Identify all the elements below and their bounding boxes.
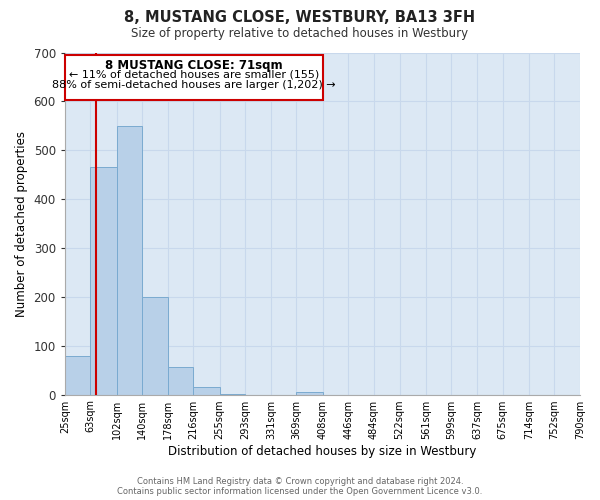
- Text: Contains HM Land Registry data © Crown copyright and database right 2024.
Contai: Contains HM Land Registry data © Crown c…: [118, 476, 482, 496]
- Bar: [116, 126, 142, 394]
- Bar: [168, 366, 193, 394]
- X-axis label: Distribution of detached houses by size in Westbury: Distribution of detached houses by size …: [168, 444, 476, 458]
- FancyBboxPatch shape: [65, 55, 323, 100]
- Text: 8 MUSTANG CLOSE: 71sqm: 8 MUSTANG CLOSE: 71sqm: [105, 59, 283, 72]
- Text: 88% of semi-detached houses are larger (1,202) →: 88% of semi-detached houses are larger (…: [52, 80, 335, 90]
- Y-axis label: Number of detached properties: Number of detached properties: [15, 130, 28, 316]
- Bar: [142, 297, 168, 394]
- Text: Size of property relative to detached houses in Westbury: Size of property relative to detached ho…: [131, 28, 469, 40]
- Bar: [296, 392, 323, 394]
- Bar: [193, 388, 220, 394]
- Bar: [91, 168, 116, 394]
- Bar: [65, 356, 91, 395]
- Text: ← 11% of detached houses are smaller (155): ← 11% of detached houses are smaller (15…: [68, 70, 319, 80]
- Text: 8, MUSTANG CLOSE, WESTBURY, BA13 3FH: 8, MUSTANG CLOSE, WESTBURY, BA13 3FH: [124, 10, 476, 25]
